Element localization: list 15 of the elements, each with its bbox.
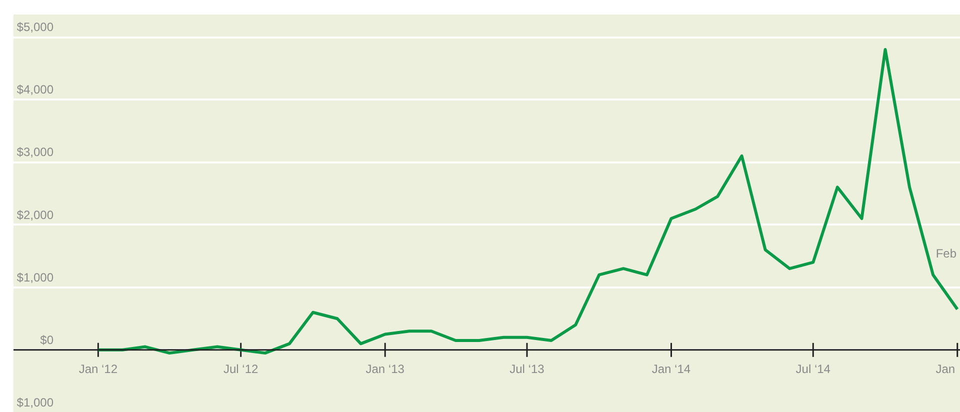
y-tick-label: $2,000 (16, 208, 54, 222)
annotation: Feb (936, 246, 957, 260)
y-tick-label: $0 (40, 332, 54, 347)
y-tick-label: $1,000 (16, 396, 54, 410)
x-tick-label: Jan ‘14 (652, 362, 691, 376)
y-tick-label: $1,000 (16, 270, 54, 284)
x-tick-label: Jul ‘13 (510, 362, 545, 376)
x-tick-label: Jan ‘13 (366, 362, 405, 376)
x-tick-label: Jul ‘12 (224, 362, 259, 376)
x-tick-label: Jul ‘14 (796, 362, 831, 376)
y-tick-label: $5,000 (16, 20, 54, 34)
y-tick-label: $4,000 (16, 82, 54, 97)
y-tick-label: $3,000 (16, 145, 54, 160)
x-tick-label: Jan (936, 362, 956, 376)
x-tick-label: Jan ‘12 (78, 362, 118, 376)
